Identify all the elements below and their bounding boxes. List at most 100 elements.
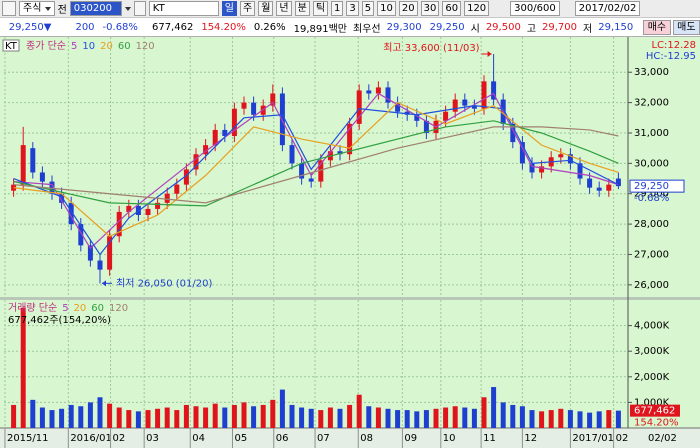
- x-tick-label: 09: [404, 433, 417, 444]
- moving-average-line: [13, 126, 619, 204]
- legend-entry: 120: [109, 303, 128, 314]
- period-button[interactable]: 일: [221, 1, 237, 16]
- x-tick-label: 10: [443, 433, 456, 444]
- candle-body: [529, 163, 535, 173]
- candle-body: [366, 90, 372, 94]
- period-button[interactable]: 월: [258, 1, 274, 16]
- x-tick-label: 2015/11: [7, 433, 49, 444]
- candle-body: [539, 166, 545, 173]
- search-button[interactable]: [133, 1, 146, 16]
- y-tick-label: 31,000: [634, 128, 669, 139]
- y-tick-label: 26,000: [634, 280, 669, 291]
- price-pane: [0, 37, 700, 297]
- candle-body: [145, 208, 151, 215]
- candle-body: [289, 145, 295, 164]
- legend-entry: 60: [91, 303, 104, 314]
- candle-body: [385, 87, 391, 103]
- interval-button[interactable]: 5: [361, 1, 375, 16]
- candle-body: [270, 93, 276, 106]
- annotation: 최고 33,600 (11/03): [383, 42, 479, 54]
- x-tick-label: 2017/01: [572, 433, 614, 444]
- candle-body: [615, 178, 621, 187]
- candle-body: [193, 154, 199, 170]
- candle-body: [222, 129, 228, 137]
- legend-entry: 10: [82, 41, 95, 52]
- buy-button[interactable]: 매수: [643, 19, 671, 35]
- code-input[interactable]: 030200: [69, 1, 122, 16]
- volume-bar: [107, 403, 113, 428]
- candle-body: [423, 120, 429, 133]
- period-button[interactable]: 주: [240, 1, 256, 16]
- x-tick-label: 03: [146, 433, 159, 444]
- y-tick-label: 2,000K: [634, 372, 670, 383]
- dropdown-arrow[interactable]: [124, 6, 131, 11]
- volume-bar: [596, 411, 602, 428]
- candle-body: [251, 102, 257, 115]
- date-input[interactable]: 2017/02/02: [574, 1, 641, 16]
- volume-bar: [59, 408, 65, 428]
- candle-body: [395, 102, 401, 112]
- dropdown-arrow: [44, 7, 51, 11]
- x-tick-label: 2016/01: [70, 433, 112, 444]
- volume-bar: [164, 407, 170, 428]
- x-axis-strip: [0, 428, 700, 448]
- volume-bar: [116, 407, 122, 428]
- volume-bar: [20, 307, 26, 428]
- market-select[interactable]: 주식: [19, 1, 55, 16]
- candle-body: [299, 163, 305, 179]
- x-tick-label: 06: [276, 433, 289, 444]
- candle-body: [452, 99, 458, 112]
- volume-bar: [471, 408, 477, 428]
- volume-bar: [174, 410, 180, 428]
- volume-bar: [251, 406, 257, 428]
- legend-label: 종가 단순: [26, 40, 66, 52]
- volume-bar: [212, 403, 218, 428]
- annotation: 최저 26,050 (01/20): [116, 277, 212, 289]
- chart: 2015/11 2016/01 02 03 04 05 06 07 08 09 10 11 12 2017…: [0, 37, 700, 448]
- count-input[interactable]: 300/600: [510, 1, 560, 16]
- volume-bar: [260, 404, 266, 428]
- interval-button[interactable]: 20: [398, 1, 418, 16]
- legend-entry: 120: [136, 41, 155, 52]
- stock-name: KT: [148, 1, 219, 16]
- volume-bar: [49, 410, 55, 428]
- interval-button[interactable]: 1: [331, 1, 344, 16]
- volume-bar: [529, 410, 535, 428]
- candle-body: [577, 163, 583, 179]
- volume-bar: [145, 410, 151, 428]
- volume-bar: [404, 410, 410, 428]
- candle-body: [116, 211, 122, 237]
- scope[interactable]: 전: [57, 5, 67, 16]
- period-button[interactable]: 분: [294, 1, 310, 16]
- sell-button[interactable]: 매도: [672, 19, 700, 35]
- x-tick-label: 02: [113, 433, 126, 444]
- price: 29,250▼: [8, 21, 52, 33]
- best-label: 최우선: [353, 23, 381, 35]
- volume-bar: [491, 387, 497, 428]
- volume-bar: [577, 411, 583, 428]
- turnover-rate: 0.26%: [253, 21, 286, 33]
- interval-button[interactable]: 120: [464, 1, 490, 16]
- interval-button[interactable]: 60: [442, 1, 462, 16]
- volume-bar: [241, 402, 247, 428]
- candle-body: [567, 154, 573, 164]
- last-volume-box: [630, 404, 680, 417]
- y-tick-label: 32,000: [634, 98, 669, 109]
- volume-bar: [39, 407, 45, 428]
- interval-button[interactable]: 30: [420, 1, 440, 16]
- menu-icon[interactable]: [2, 1, 16, 16]
- interval-button[interactable]: 10: [377, 1, 396, 16]
- interval-button[interactable]: 3: [346, 1, 359, 16]
- low-label: 저: [583, 23, 593, 35]
- period-button[interactable]: 년: [276, 1, 292, 16]
- period-button[interactable]: 틱: [312, 1, 329, 16]
- x-tick-label: 04: [192, 433, 205, 444]
- candle-body: [20, 145, 26, 185]
- volume-bar: [87, 402, 93, 428]
- y-tick-label: 33,000: [634, 67, 669, 78]
- candle-body: [231, 108, 237, 137]
- candle-body: [107, 236, 113, 270]
- candle-body: [174, 184, 180, 194]
- volume-annotation: 677,462주(154,20%): [8, 315, 111, 326]
